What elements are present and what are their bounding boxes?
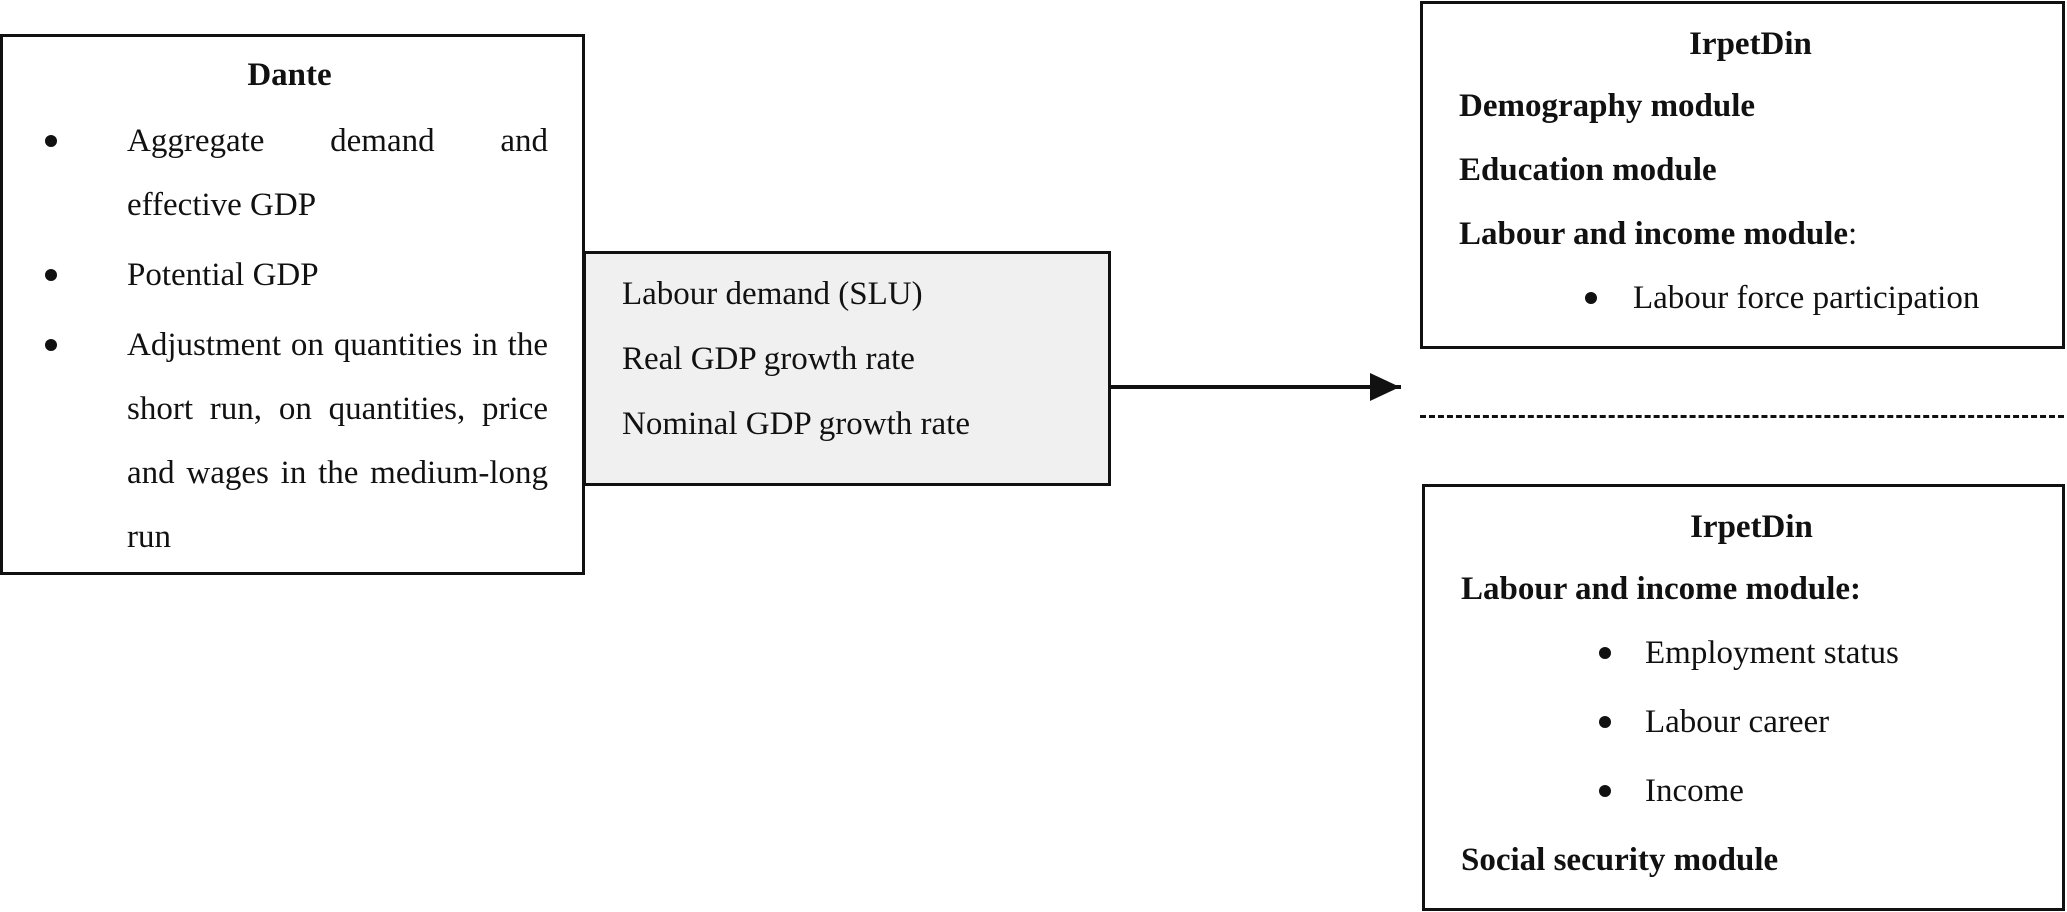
irpetdin-top-item: Labour force participation — [1459, 278, 2042, 318]
dante-item: Adjustment on quantities in the short ru… — [31, 313, 548, 569]
labour-income-module-colon: : — [1848, 216, 1858, 252]
irpetdin-top-item-text: Labour force participation — [1633, 280, 1980, 316]
irpetdin-bottom-list: Employment status Labour career Income — [1461, 633, 2042, 811]
dante-title: Dante — [247, 57, 332, 93]
variables-box: Labour demand (SLU) Real GDP growth rate… — [583, 251, 1111, 486]
education-module: Education module — [1459, 152, 1717, 188]
arrow-shaft — [1111, 385, 1401, 389]
dante-box: Dante Aggregate demand and effective GDP… — [0, 34, 585, 575]
dashed-separator — [1420, 415, 2064, 418]
arrow-head-icon — [1370, 373, 1400, 401]
irpetdin-bottom-item-text: Employment status — [1645, 635, 1899, 671]
bullet-icon — [1599, 716, 1611, 728]
bullet-icon — [45, 135, 57, 147]
dante-item: Aggregate demand and effective GDP — [31, 109, 548, 237]
irpetdin-bottom-title: IrpetDin — [1690, 509, 1813, 545]
irpetdin-bottom-item: Income — [1461, 771, 2042, 811]
irpetdin-bottom-item-text: Labour career — [1645, 704, 1830, 740]
irpetdin-top-title: IrpetDin — [1689, 26, 1812, 62]
irpetdin-bottom-item: Labour career — [1461, 702, 2042, 742]
social-security-module: Social security module — [1461, 842, 1779, 878]
dante-item: Potential GDP — [31, 243, 548, 307]
bullet-icon — [45, 339, 57, 351]
demography-module: Demography module — [1459, 88, 1756, 124]
bullet-icon — [1599, 785, 1611, 797]
irpetdin-bottom-item-text: Income — [1645, 773, 1744, 809]
labour-income-module: Labour and income module: — [1461, 571, 1862, 607]
irpetdin-top-list: Labour force participation — [1459, 278, 2042, 318]
labour-income-module: Labour and income module: — [1459, 214, 2042, 254]
bullet-icon — [1599, 647, 1611, 659]
variable-line: Real GDP growth rate — [622, 341, 915, 377]
dante-item-text: Adjustment on quantities in the short ru… — [127, 327, 548, 555]
variable-line: Labour demand (SLU) — [622, 276, 923, 312]
bullet-icon — [45, 269, 57, 281]
labour-income-module-label: Labour and income module — [1459, 216, 1849, 252]
dante-item-text: Aggregate demand and effective GDP — [127, 123, 548, 223]
dante-item-text: Potential GDP — [127, 257, 319, 293]
irpetdin-bottom-box: IrpetDin Labour and income module: Emplo… — [1422, 484, 2065, 911]
variable-line: Nominal GDP growth rate — [622, 406, 970, 442]
bullet-icon — [1585, 292, 1597, 304]
irpetdin-bottom-item: Employment status — [1461, 633, 2042, 673]
dante-list: Aggregate demand and effective GDP Poten… — [31, 109, 548, 569]
irpetdin-top-box: IrpetDin Demography module Education mod… — [1420, 1, 2065, 349]
